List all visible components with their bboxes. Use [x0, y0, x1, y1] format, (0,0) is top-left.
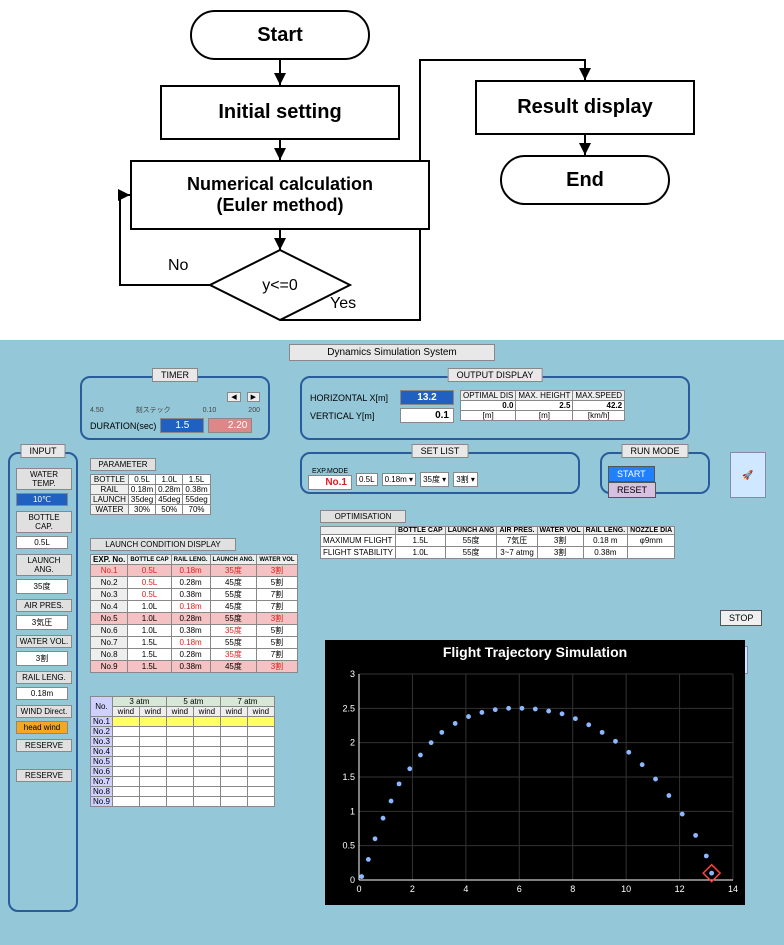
output-display-group: OUTPUT DISPLAY HORIZONTAL X[m] 13.2 VERT…	[300, 376, 690, 440]
duration-value: 1.5	[160, 418, 204, 433]
input-5-button[interactable]: RAIL LENG.	[16, 671, 72, 684]
svg-text:0: 0	[356, 884, 361, 894]
output-display-label: OUTPUT DISPLAY	[448, 368, 543, 382]
input-0-button[interactable]: WATER TEMP.	[16, 468, 72, 490]
flowchart-calc: Numerical calculation(Euler method)	[130, 160, 430, 230]
input-4-button[interactable]: WATER VOL.	[16, 635, 72, 648]
timer-label: TIMER	[152, 368, 198, 382]
flowchart-result: Result display	[475, 80, 695, 135]
exp-mode-value[interactable]: No.1	[308, 475, 352, 490]
vertical-y-value: 0.1	[400, 408, 454, 423]
flowchart-init: Initial setting	[160, 85, 400, 140]
duration-alt: 2.20	[208, 418, 252, 433]
bottle-select[interactable]: 0.5L	[356, 473, 378, 486]
svg-text:1.5: 1.5	[342, 772, 355, 782]
input-2-value: 35度	[16, 579, 68, 594]
duration-label: DURATION(sec)	[90, 421, 156, 431]
parameter-label: PARAMETER	[90, 458, 156, 471]
svg-text:10: 10	[621, 884, 631, 894]
rail-select[interactable]: 0.18m ▾	[382, 473, 416, 486]
optimisation-label: OPTIMISATION	[320, 510, 406, 523]
input-1-value: 0.5L	[16, 536, 68, 549]
stop-button[interactable]: STOP	[720, 610, 762, 626]
spin-right-icon[interactable]: ▶	[247, 392, 260, 402]
parameter-table: BOTTLE0.5L1.0L1.5LRAIL0.18m0.28m0.38mLAU…	[90, 474, 211, 515]
svg-text:8: 8	[570, 884, 575, 894]
start-button[interactable]: START	[608, 466, 655, 482]
timer-group: TIMER ◀ ▶ 4.50 刻ステック 0.10 200 DURATION(s…	[80, 376, 270, 440]
launch-cond-label: LAUNCH CONDITION DISPLAY	[90, 538, 236, 551]
svg-text:Yes: Yes	[330, 295, 356, 312]
angle-select[interactable]: 35度 ▾	[420, 472, 449, 487]
flowchart-end: End	[500, 155, 670, 205]
launch-condition-table: EXP. No.BOTTLE CAPRAIL LENG.LAUNCH ANG.W…	[90, 554, 298, 673]
wind-direct-button[interactable]: WIND Direct.	[16, 705, 72, 718]
water-select[interactable]: 3割 ▾	[453, 472, 478, 487]
svg-text:12: 12	[675, 884, 685, 894]
optimisation-table: BOTTLE CAPLAUNCH ANGAIR PRES.WATER VOLRA…	[320, 526, 675, 559]
svg-text:4: 4	[463, 884, 468, 894]
horizontal-x-value: 13.2	[400, 390, 454, 405]
svg-text:0.5: 0.5	[342, 841, 355, 851]
wind-table: No.3 atm5 atm7 atmwindwindwindwindwindwi…	[90, 696, 275, 807]
spin-left-icon[interactable]: ◀	[227, 392, 240, 402]
sim-panel: Dynamics Simulation System TIMER ◀ ▶ 4.5…	[0, 340, 784, 945]
reset-button[interactable]: RESET	[608, 482, 656, 498]
input-1-button[interactable]: BOTTLE CAP.	[16, 511, 72, 533]
svg-text:6: 6	[517, 884, 522, 894]
svg-text:14: 14	[728, 884, 738, 894]
svg-text:y<=0: y<=0	[262, 277, 298, 294]
input-5-value: 0.18m	[16, 687, 68, 700]
svg-text:2.5: 2.5	[342, 703, 355, 713]
run-mode-group: RUN MODE START RESET	[600, 452, 710, 494]
input-3-button[interactable]: AIR PRES.	[16, 599, 72, 612]
input-3-value: 3気圧	[16, 615, 68, 630]
svg-text:3: 3	[350, 669, 355, 679]
reserve-1[interactable]: RESERVE	[16, 739, 72, 752]
svg-text:2: 2	[350, 738, 355, 748]
input-4-value: 3割	[16, 651, 68, 666]
trajectory-chart: Flight Trajectory Simulation 02468101214…	[325, 640, 745, 905]
input-2-button[interactable]: LAUNCH ANG.	[16, 554, 72, 576]
set-list-group: SET LIST EXP.MODE No.1 0.5L 0.18m ▾ 35度 …	[300, 452, 580, 494]
input-group: INPUT WATER TEMP.10℃BOTTLE CAP.0.5LLAUNC…	[8, 452, 78, 912]
svg-text:1: 1	[350, 806, 355, 816]
reserve-2[interactable]: RESERVE	[16, 769, 72, 782]
flowchart-region: y<=0 No Yes Start Initial setting Numerical …	[0, 0, 784, 340]
panel-title: Dynamics Simulation System	[289, 344, 495, 361]
svg-text:No: No	[168, 257, 189, 274]
rocket-launch-icon: 🚀	[730, 452, 766, 498]
svg-text:2: 2	[410, 884, 415, 894]
wind-direct-value: head wind	[16, 721, 68, 734]
svg-text:0: 0	[350, 875, 355, 885]
input-0-value: 10℃	[16, 493, 68, 506]
flowchart-start: Start	[190, 10, 370, 60]
